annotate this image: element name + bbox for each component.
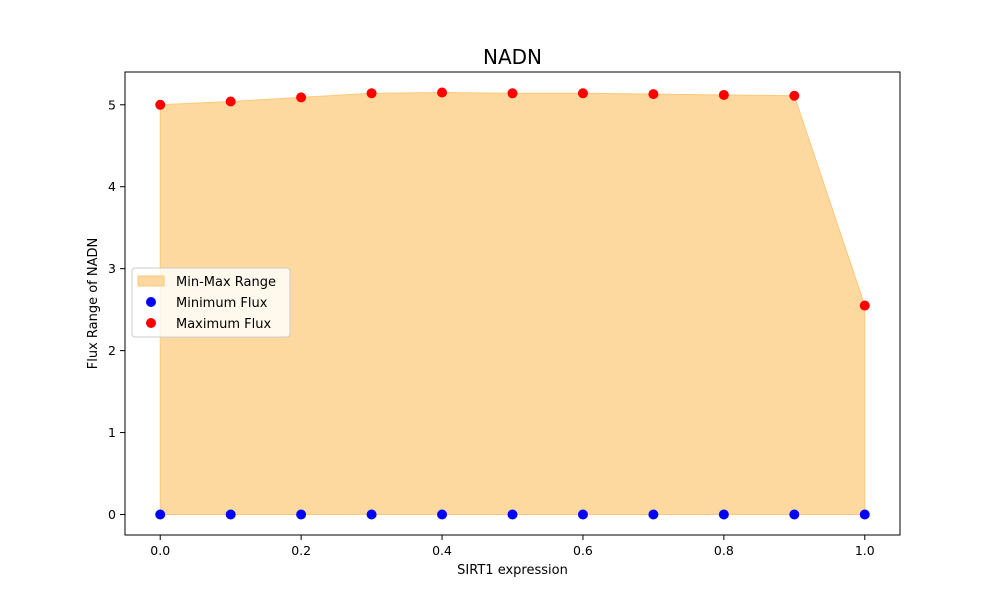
legend: Min-Max Range Minimum Flux Maximum Flux [131, 267, 291, 338]
minimum-flux-point-2 [296, 509, 307, 520]
maximum-flux-point-4 [437, 87, 448, 98]
y-tick-label: 0 [108, 507, 116, 522]
legend-label-minimum-flux: Minimum Flux [176, 296, 268, 311]
y-axis-ticks: 0 1 2 3 4 5 [108, 97, 125, 522]
y-axis-label: Flux Range of NADN [86, 238, 101, 370]
x-tick-label: 0.2 [291, 543, 311, 558]
maximum-flux-point-3 [366, 88, 377, 99]
minimum-flux-point-0 [155, 509, 166, 520]
x-axis-ticks: 0.0 0.2 0.4 0.6 0.8 1.0 [150, 535, 875, 558]
maximum-flux-point-7 [648, 89, 659, 100]
maximum-flux-point-10 [859, 300, 870, 311]
x-axis-label: SIRT1 expression [457, 563, 568, 578]
x-tick-label: 0.8 [714, 543, 734, 558]
legend-label-min-max-range: Min-Max Range [176, 275, 276, 290]
minimum-flux-point-6 [577, 509, 588, 520]
x-tick-label: 0.4 [432, 543, 452, 558]
x-tick-label: 1.0 [855, 543, 875, 558]
legend-swatch-minimum-flux [146, 297, 156, 307]
legend-swatch-min-max-range [137, 275, 165, 287]
minimum-flux-point-1 [225, 509, 236, 520]
y-tick-label: 5 [108, 97, 116, 112]
x-tick-label: 0.0 [150, 543, 170, 558]
minimum-flux-point-7 [648, 509, 659, 520]
data-points [155, 87, 870, 520]
y-tick-label: 4 [108, 179, 116, 194]
y-tick-label: 2 [108, 343, 116, 358]
minimum-flux-point-9 [789, 509, 800, 520]
x-tick-label: 0.6 [573, 543, 593, 558]
minimum-flux-point-3 [366, 509, 377, 520]
y-tick-label: 1 [108, 425, 116, 440]
y-tick-label: 3 [108, 261, 116, 276]
maximum-flux-point-9 [789, 90, 800, 101]
legend-label-maximum-flux: Maximum Flux [176, 317, 272, 332]
maximum-flux-point-1 [225, 96, 236, 107]
chart-title: NADN [483, 45, 542, 69]
legend-swatch-maximum-flux [146, 318, 156, 328]
minimum-flux-point-8 [718, 509, 729, 520]
legend-box [131, 267, 291, 338]
maximum-flux-point-8 [718, 89, 729, 100]
maximum-flux-point-5 [507, 88, 518, 99]
maximum-flux-point-2 [296, 92, 307, 103]
minimum-flux-point-5 [507, 509, 518, 520]
maximum-flux-point-6 [577, 88, 588, 99]
plot-area-frame [124, 71, 901, 536]
maximum-flux-point-0 [155, 99, 166, 110]
minimum-flux-point-4 [437, 509, 448, 520]
minimum-flux-point-10 [859, 509, 870, 520]
